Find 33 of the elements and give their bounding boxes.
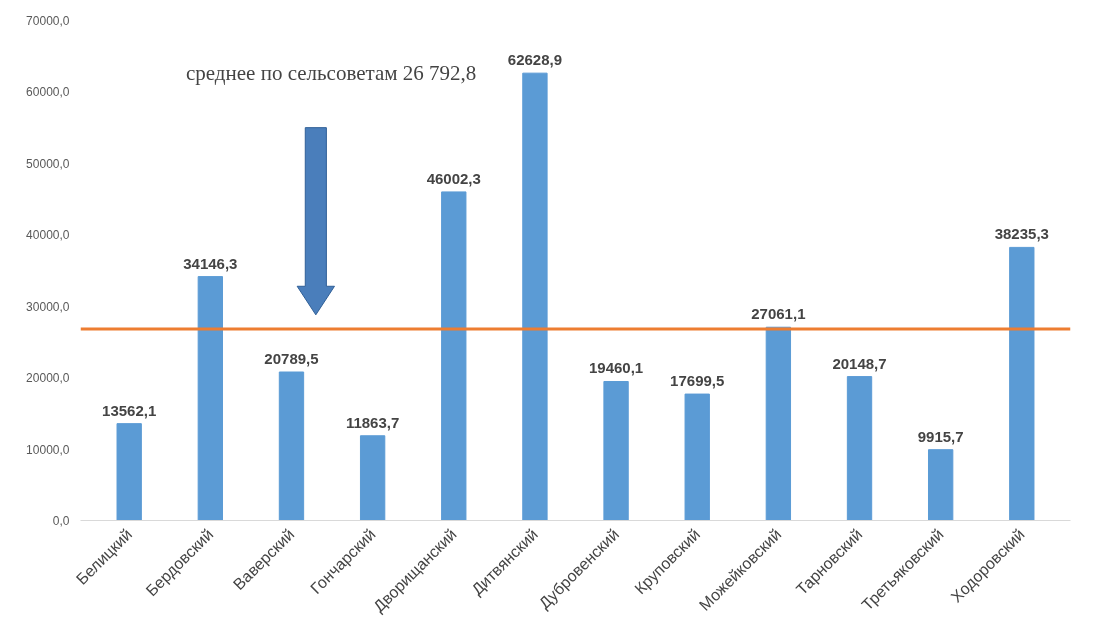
bar xyxy=(603,381,629,521)
bar xyxy=(116,423,142,521)
bar xyxy=(765,326,792,521)
y-tick-label: 10000,0 xyxy=(26,442,70,457)
bar xyxy=(359,435,386,521)
data-label: 62628,9 xyxy=(507,51,563,69)
bar xyxy=(197,276,224,521)
y-tick-label: 40000,0 xyxy=(26,228,70,243)
bar xyxy=(1009,246,1035,521)
data-label: 17699,5 xyxy=(670,372,725,390)
data-label: 27061,1 xyxy=(751,305,806,323)
data-label: 34146,3 xyxy=(183,254,238,272)
data-label: 20148,7 xyxy=(832,354,887,372)
y-tick-label: 60000,0 xyxy=(26,85,70,100)
bar xyxy=(522,72,548,521)
y-tick-label: 70000,0 xyxy=(26,14,70,28)
data-label: 11863,7 xyxy=(345,413,400,431)
y-tick-label: 50000,0 xyxy=(26,156,70,171)
data-label: 9915,7 xyxy=(917,427,964,445)
data-label: 13562,1 xyxy=(102,401,157,419)
annotation: среднее по сельсоветам 26 792,8 xyxy=(185,60,477,85)
data-label: 46002,3 xyxy=(426,169,481,187)
data-label: 38235,3 xyxy=(994,225,1049,243)
y-tick-label: 0,0 xyxy=(52,514,70,528)
y-tick-label: 20000,0 xyxy=(26,371,70,386)
y-tick-label: 30000,0 xyxy=(26,299,70,314)
data-label: 19460,1 xyxy=(588,359,644,377)
data-label: 20789,5 xyxy=(264,350,319,367)
bar xyxy=(846,376,873,521)
bar xyxy=(927,449,954,521)
bar xyxy=(441,191,467,521)
bar xyxy=(278,371,305,521)
bar xyxy=(684,393,710,521)
